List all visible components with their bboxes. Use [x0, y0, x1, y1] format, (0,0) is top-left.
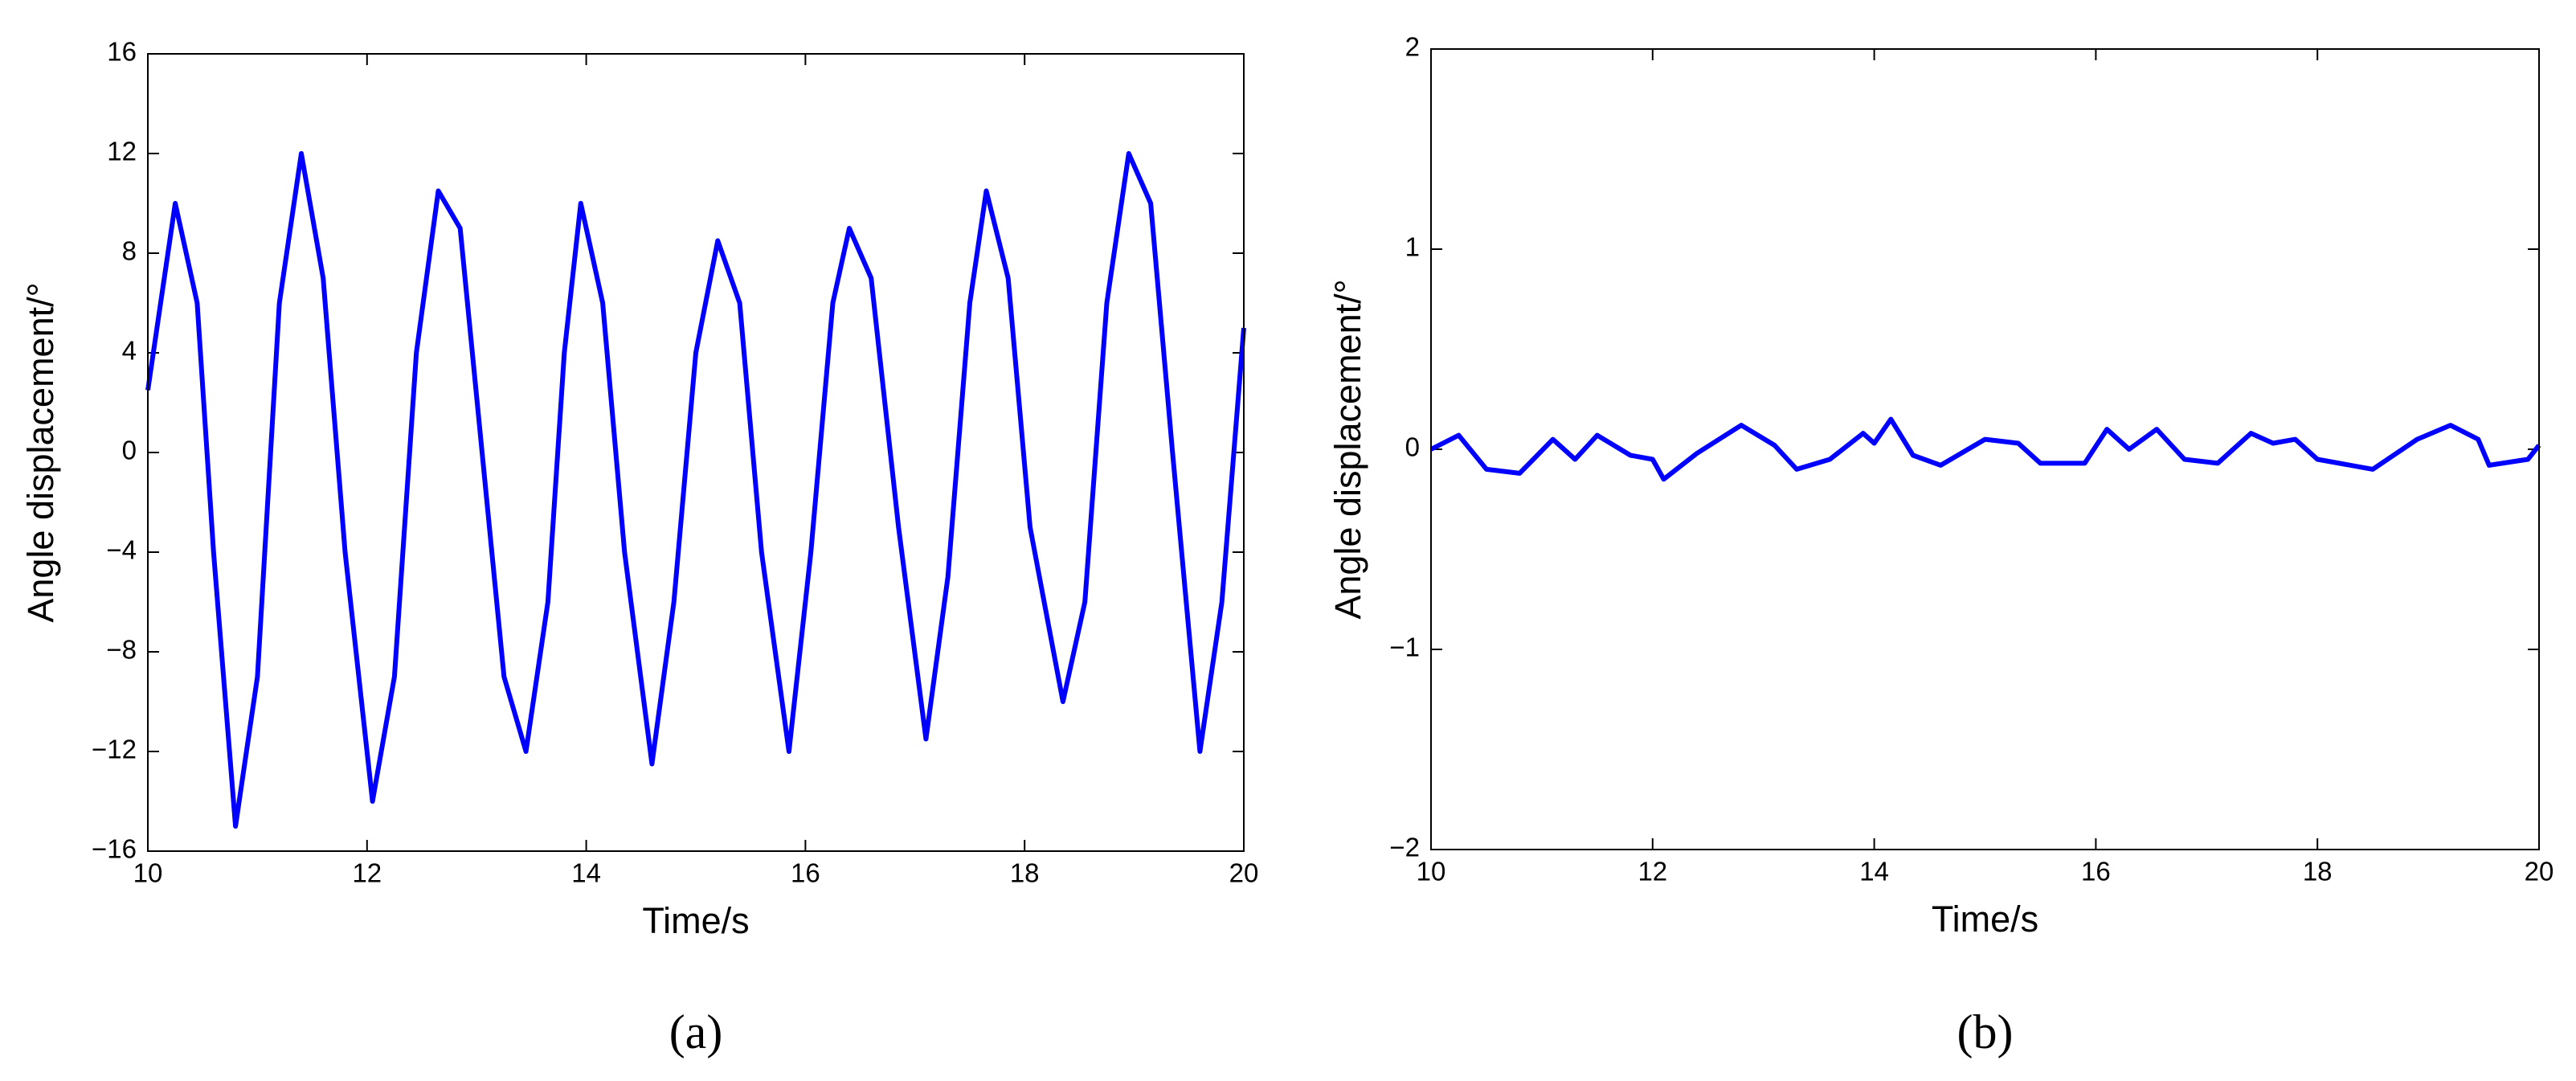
plot-frame: [1430, 48, 2540, 850]
x-axis-label: Time/s: [1932, 899, 2038, 940]
x-tick-label: 16: [791, 858, 820, 888]
y-tick-label: 0: [1405, 432, 1420, 462]
y-axis-label: Angle displacement/°: [1327, 279, 1368, 619]
x-tick-label: 12: [1638, 857, 1667, 887]
plot-area: [1431, 49, 2539, 850]
x-tick-label: 18: [2303, 857, 2333, 887]
x-tick-label: 14: [1859, 857, 1889, 887]
x-tick-label: 20: [2525, 857, 2554, 887]
y-tick-label: 0: [122, 436, 137, 465]
panel-label: (a): [669, 1005, 723, 1058]
y-tick-label: −4: [106, 535, 137, 565]
y-tick-label: −2: [1389, 833, 1420, 862]
plot-area: [148, 54, 1244, 851]
y-tick-label: −16: [92, 834, 137, 864]
x-tick-label: 16: [2081, 857, 2111, 887]
panel-label: (b): [1957, 1005, 2014, 1058]
y-tick-label: 8: [122, 236, 137, 266]
data-line: [1429, 416, 2541, 482]
x-tick-label: 14: [571, 858, 601, 888]
chart-panel: 10 12 14 16 18 20 −16 −12 −8 −4 0 4 8 12 16 Time/s Angle…: [20, 37, 1258, 1058]
y-tick-label: 16: [107, 37, 137, 67]
x-tick-label: 18: [1010, 858, 1040, 888]
y-tick-label: 4: [122, 336, 137, 366]
y-tick-label: 2: [1405, 32, 1420, 62]
plot-frame: [147, 53, 1245, 852]
x-tick-label: 20: [1229, 858, 1259, 888]
y-tick-label: 12: [107, 137, 137, 166]
y-tick-label: 1: [1405, 232, 1420, 262]
x-tick-label: 10: [1417, 857, 1446, 887]
y-tick-label: −8: [106, 635, 137, 665]
x-tick-label: 10: [133, 858, 163, 888]
y-tick-label: −1: [1389, 633, 1420, 662]
y-axis-label: Angle displacement/°: [20, 282, 61, 622]
y-tick-label: −12: [92, 735, 137, 764]
x-tick-label: 12: [352, 858, 382, 888]
x-axis-label: Time/s: [642, 900, 749, 941]
data-line: [145, 151, 1246, 829]
